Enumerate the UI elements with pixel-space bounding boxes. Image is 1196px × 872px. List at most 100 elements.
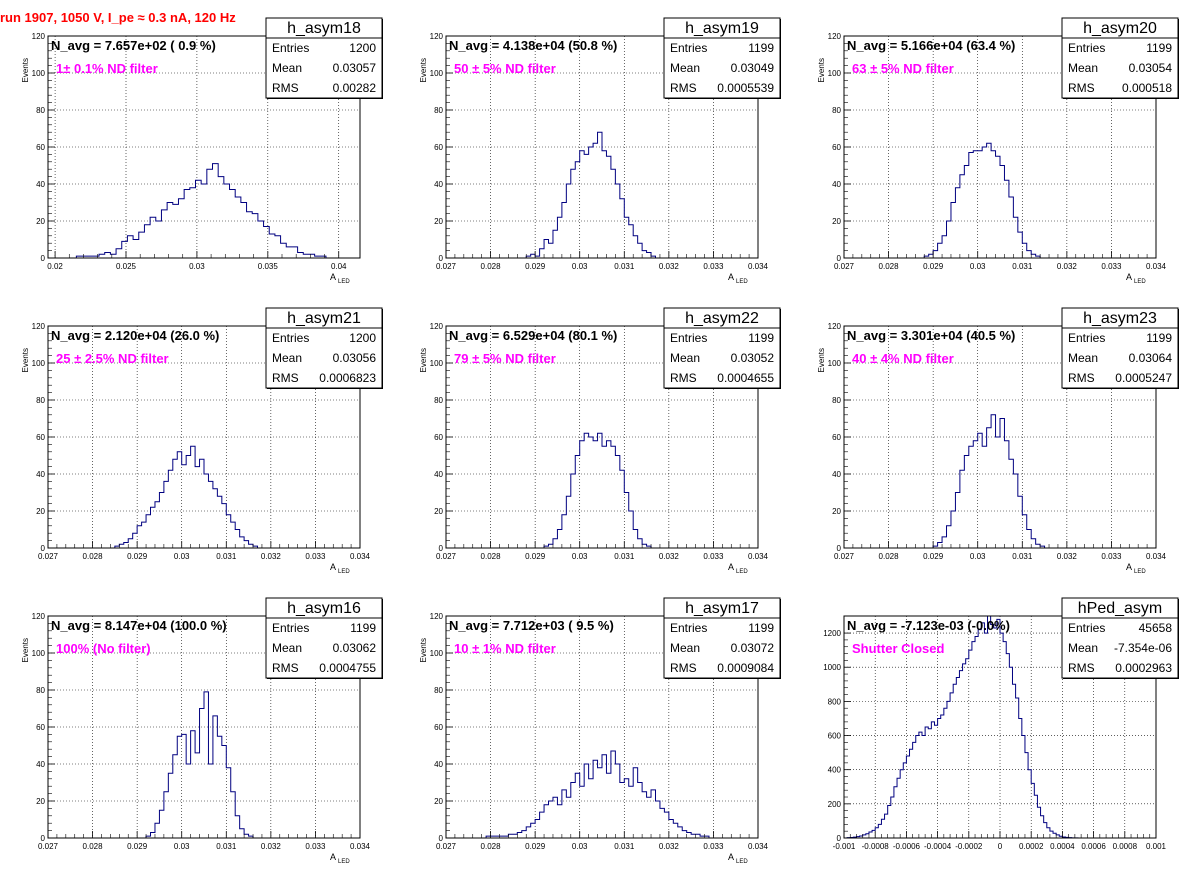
h_asym22-xtick-label: 0.034: [748, 552, 769, 561]
h_asym21-ylabel: Events: [21, 348, 30, 372]
h_asym23-ytick-label: 120: [828, 322, 842, 331]
h_asym20-xtick-label: 0.033: [1101, 262, 1122, 271]
hPed_asym-stats-key-mean: Mean: [1068, 641, 1098, 655]
h_asym20-ytick-label: 20: [832, 217, 841, 226]
h_asym16-xtick-label: 0.034: [350, 842, 371, 851]
h_asym20-xtick-label: 0.028: [879, 262, 900, 271]
h_asym20-stats-name: h_asym20: [1083, 20, 1157, 37]
h_asym17-xtick-label: 0.028: [481, 842, 502, 851]
h_asym21-xlabel-sub: LED: [338, 569, 350, 575]
h_asym21-xtick-label: 0.028: [83, 552, 104, 561]
h_asym22-xtick-label: 0.031: [614, 552, 635, 561]
h_asym18-annotation: 1± 0.1% ND filter: [56, 61, 158, 76]
h_asym16-stats-key-mean: Mean: [272, 641, 302, 655]
h_asym17-xlabel: A: [728, 852, 734, 862]
h_asym16-ytick-label: 60: [36, 723, 45, 732]
h_asym21-stats-value-rms: 0.0006823: [319, 371, 376, 385]
h_asym20-stats-value-entries: 1199: [1146, 41, 1172, 55]
h_asym19-stats-box: [663, 17, 781, 99]
h_asym23-xtick-label: 0.029: [923, 552, 944, 561]
h_asym19-annotation: 50 ± 5% ND filter: [454, 61, 556, 76]
h_asym16-xtick-label: 0.032: [261, 842, 282, 851]
h_asym20-stats-key-rms: RMS: [1068, 81, 1095, 95]
h_asym20-ytick-label: 120: [828, 32, 842, 41]
h_asym20-stats-value-rms: 0.000518: [1122, 81, 1172, 95]
hPed_asym-xtick-label: 0.0002: [1019, 842, 1044, 851]
h_asym19-stats-name: h_asym19: [685, 20, 759, 37]
h_asym19-ytick-label: 20: [434, 217, 443, 226]
h_asym22-xtick-label: 0.033: [703, 552, 724, 561]
hPed_asym-ytick-label: 800: [828, 697, 842, 706]
h_asym17-ylabel: Events: [419, 638, 428, 662]
h_asym21-ytick-label: 100: [32, 359, 46, 368]
h_asym16-ytick-label: 80: [36, 686, 45, 695]
hPed_asym-xtick-label: -0.001: [833, 842, 856, 851]
h_asym17-xtick-label: 0.032: [659, 842, 680, 851]
h_asym17-xtick-label: 0.033: [703, 842, 724, 851]
h_asym23-xtick-label: 0.03: [970, 552, 986, 561]
h_asym21-annotation: 25 ± 2.5% ND filter: [56, 351, 169, 366]
h_asym22-xlabel-sub: LED: [736, 569, 748, 575]
hPed_asym-stats-value-rms: 0.0002963: [1115, 661, 1172, 675]
h_asym20-xlabel: A: [1126, 272, 1132, 282]
h_asym23-ytick-label: 40: [832, 470, 841, 479]
h_asym20-ytick-label: 80: [832, 106, 841, 115]
h_asym16-xtick-label: 0.027: [38, 842, 59, 851]
h_asym22-xtick-label: 0.027: [436, 552, 457, 561]
hPed_asym-stats-name: hPed_asym: [1078, 600, 1163, 617]
h_asym23-xtick-label: 0.028: [879, 552, 900, 561]
h_asym23-stats-box: [1061, 307, 1179, 389]
hPed_asym-xtick-label: 0: [998, 842, 1003, 851]
h_asym16-xtick-label: 0.031: [216, 842, 237, 851]
hPed_asym-xtick-label: 0.0004: [1050, 842, 1075, 851]
h_asym19-ytick-label: 120: [430, 32, 444, 41]
h_asym18-navg-title: N_avg = 7.657e+02 ( 0.9 %): [51, 38, 216, 53]
h_asym23-ytick-label: 80: [832, 396, 841, 405]
h_asym18-histogram: [48, 163, 360, 259]
h_asym22-histogram: [543, 432, 656, 549]
h_asym21-ytick-label: 120: [32, 322, 46, 331]
h_asym20-ytick-label: 40: [832, 180, 841, 189]
h_asym20-xlabel-sub: LED: [1134, 279, 1146, 285]
h_asym22-stats-key-rms: RMS: [670, 371, 697, 385]
h_asym20-stats-box: [1061, 17, 1179, 99]
h_asym19-stats-value-mean: 0.03049: [731, 61, 775, 75]
h_asym21-histogram: [110, 445, 262, 549]
h_asym17-stats-value-rms: 0.0009084: [717, 661, 774, 675]
h_asym21-xlabel: A: [330, 562, 336, 572]
hPed_asym-stats-box: [1061, 597, 1179, 679]
h_asym19-ylabel: Events: [419, 58, 428, 82]
h_asym17-stats-key-mean: Mean: [670, 641, 700, 655]
hPed_asym-xtick-label: -0.0002: [955, 842, 983, 851]
hPed_asym-navg-title: N_avg = -7.123e-03 (-0.0%): [847, 618, 1010, 633]
h_asym18-xtick-label: 0.03: [189, 262, 205, 271]
h_asym19-histogram: [521, 131, 660, 259]
h_asym23-xtick-label: 0.032: [1057, 552, 1078, 561]
hPed_asym-xtick-label: -0.0004: [924, 842, 952, 851]
hPed_asym-stats-value-entries: 45658: [1139, 621, 1173, 635]
h_asym19-xlabel-sub: LED: [736, 279, 748, 285]
h_asym16-xlabel: A: [330, 852, 336, 862]
h_asym18-ytick-label: 80: [36, 106, 45, 115]
h_asym23-xlabel: A: [1126, 562, 1132, 572]
h_asym21-xtick-label: 0.033: [305, 552, 326, 561]
h_asym18-xlabel: A: [330, 272, 336, 282]
h_asym18-ytick-label: 40: [36, 180, 45, 189]
h_asym20-xtick-label: 0.032: [1057, 262, 1078, 271]
h_asym18-ytick-label: 20: [36, 217, 45, 226]
h_asym17-ytick-label: 100: [430, 649, 444, 658]
h_asym22-ytick-label: 80: [434, 396, 443, 405]
h_asym22-xtick-label: 0.032: [659, 552, 680, 561]
hPed_asym-xtick-label: 0.0006: [1081, 842, 1106, 851]
h_asym22-xtick-label: 0.028: [481, 552, 502, 561]
h_asym18-stats-name: h_asym18: [287, 20, 361, 37]
h_asym16-histogram: [145, 691, 258, 839]
h_asym21-stats-name: h_asym21: [287, 310, 361, 327]
h_asym19-xtick-label: 0.028: [481, 262, 502, 271]
h_asym23-xtick-label: 0.034: [1146, 552, 1167, 561]
h_asym21-ytick-label: 0: [41, 544, 46, 553]
h_asym17-navg-title: N_avg = 7.712e+03 ( 9.5 %): [449, 618, 614, 633]
h_asym22-ytick-label: 120: [430, 322, 444, 331]
h_asym18-ytick-label: 100: [32, 69, 46, 78]
h_asym23-stats-key-rms: RMS: [1068, 371, 1095, 385]
